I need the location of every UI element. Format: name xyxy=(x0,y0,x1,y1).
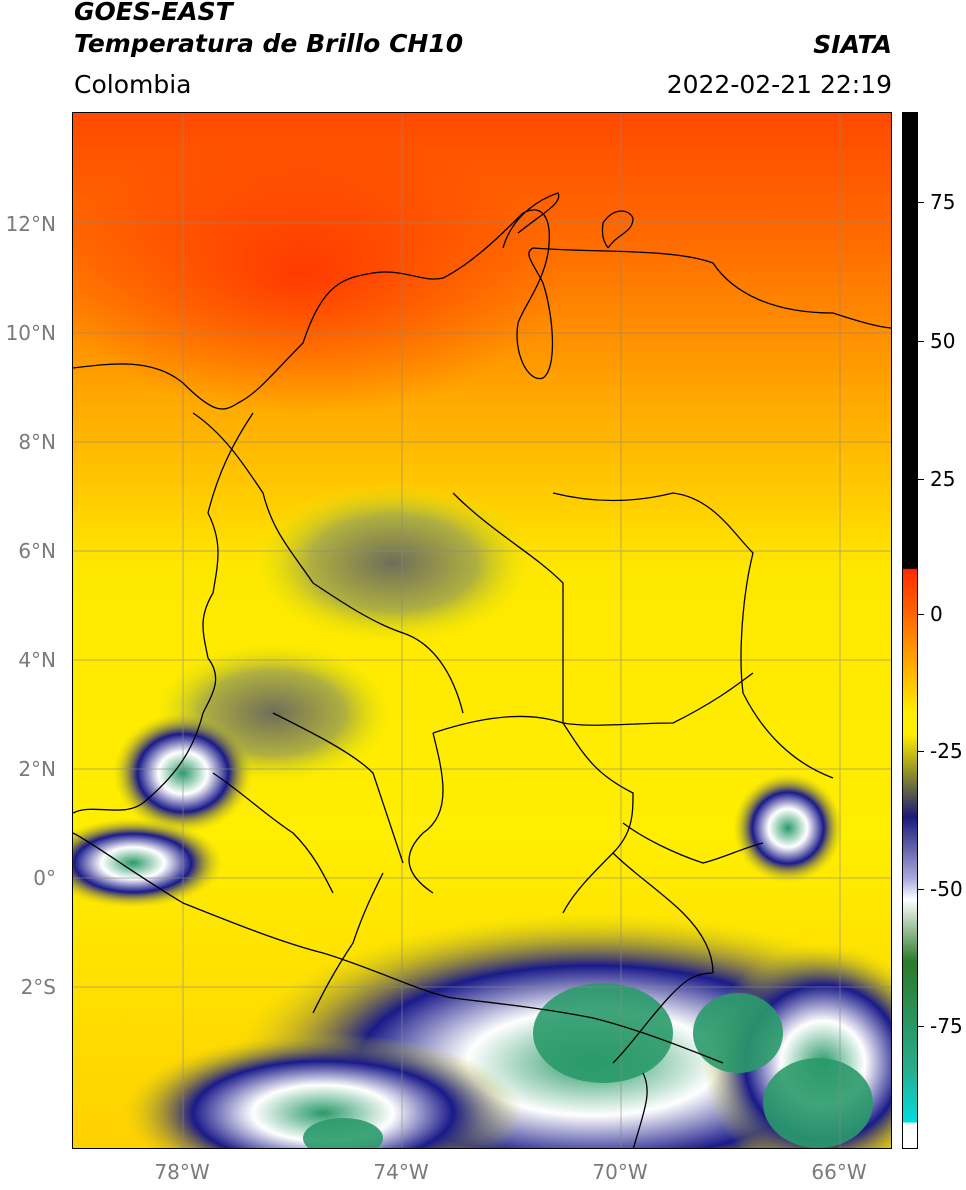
colorbar-label: 50 xyxy=(930,329,956,353)
colorbar-label: 75 xyxy=(930,190,956,214)
cold-core xyxy=(303,1118,383,1148)
cloud-cluster xyxy=(253,483,533,643)
warm-area xyxy=(73,133,563,413)
lat-label: 8°N xyxy=(18,430,56,454)
region-label: Colombia xyxy=(74,70,192,99)
convective-band xyxy=(123,1033,523,1148)
source-label: SIATA xyxy=(813,30,892,59)
colorbar-label: 25 xyxy=(930,467,956,491)
storm-cell xyxy=(733,773,843,883)
lon-label: 74°W xyxy=(373,1160,429,1184)
lon-label: 78°W xyxy=(154,1160,210,1184)
cold-core xyxy=(763,1058,873,1148)
lat-label: 2°N xyxy=(18,757,56,781)
colorbar-label: -50 xyxy=(930,877,963,901)
colorbar-label: -25 xyxy=(930,739,963,763)
lat-label: 0° xyxy=(33,866,56,890)
storm-cell xyxy=(73,818,223,908)
lat-label: 12°N xyxy=(5,212,56,236)
lat-label: 6°N xyxy=(18,539,56,563)
colorbar-label: 0 xyxy=(930,602,943,626)
title-line-2: Temperatura de Brillo CH10 xyxy=(74,29,464,58)
lat-label: 4°N xyxy=(18,648,56,672)
cold-core xyxy=(693,993,783,1073)
satellite-map xyxy=(72,112,892,1149)
lon-label: 66°W xyxy=(811,1160,867,1184)
borders xyxy=(73,192,891,1148)
title-line-1: GOES-EAST xyxy=(74,0,233,26)
timestamp-label: 2022-02-21 22:19 xyxy=(666,70,892,99)
lat-label: 10°N xyxy=(5,321,56,345)
lon-label: 70°W xyxy=(592,1160,648,1184)
cold-core xyxy=(533,983,673,1083)
colorbar xyxy=(902,112,918,1149)
map-canvas xyxy=(73,113,891,1148)
colorbar-gradient xyxy=(903,113,917,1148)
lat-label: 2°S xyxy=(20,975,56,999)
colorbar-label: -75 xyxy=(930,1014,963,1038)
